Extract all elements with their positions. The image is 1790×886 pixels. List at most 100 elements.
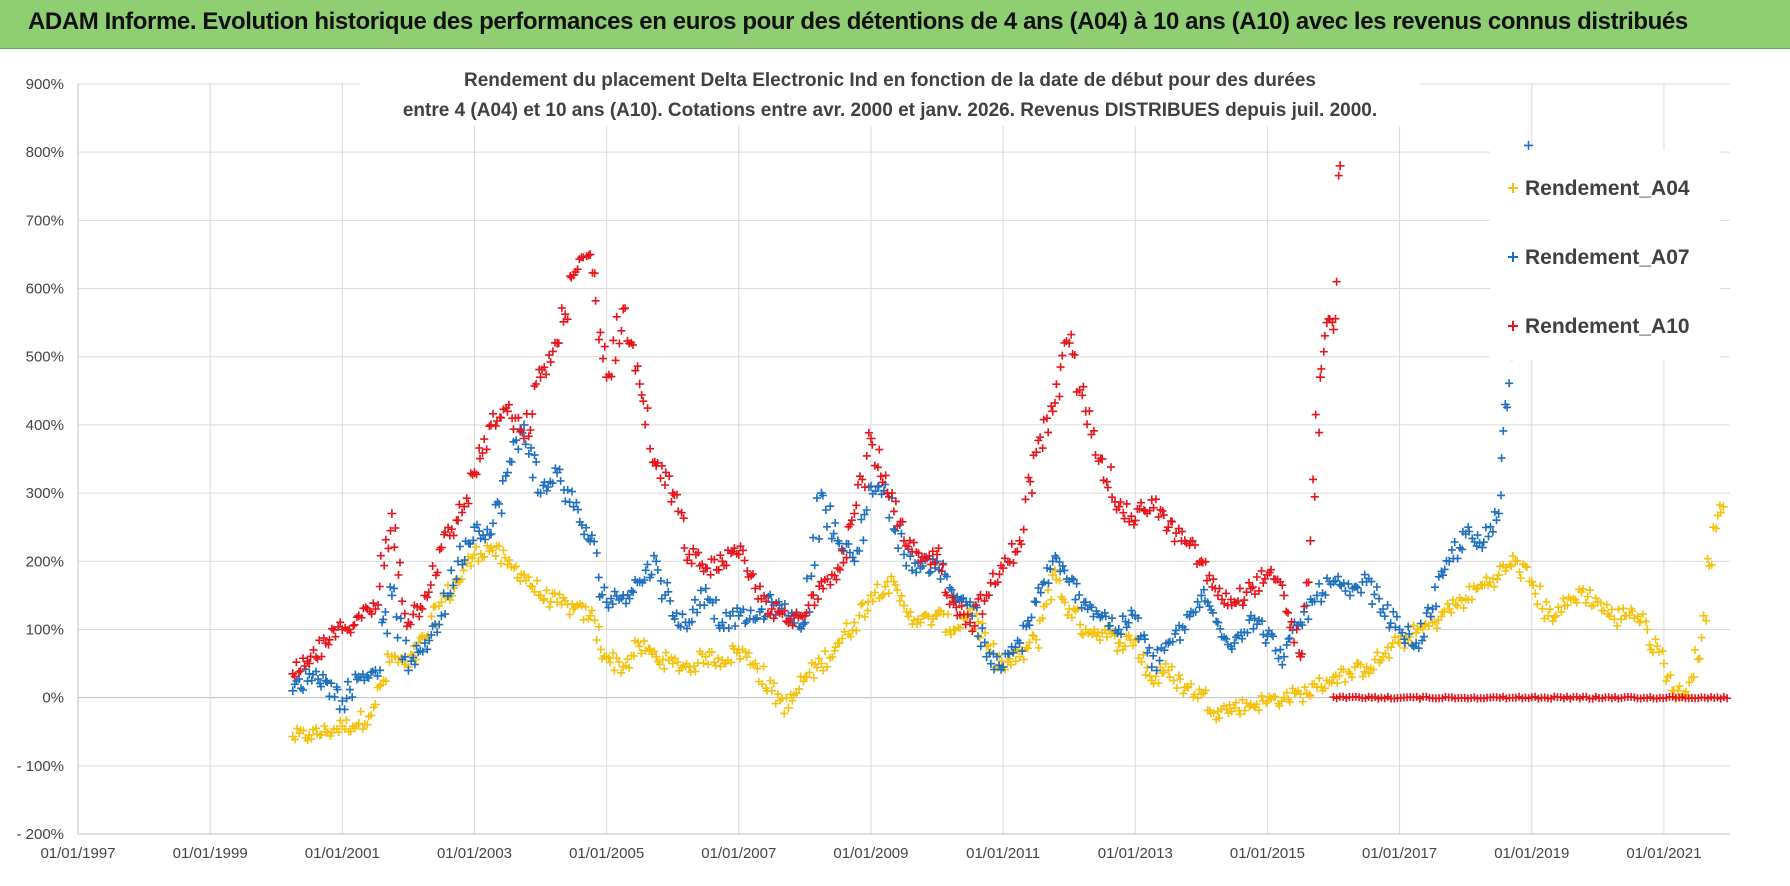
data-point [1005,558,1014,567]
data-point [540,363,549,372]
data-point [1353,583,1362,592]
data-point [1096,454,1105,463]
x-tick-label: 01/01/1997 [40,845,115,862]
data-point [1437,612,1446,621]
data-point [608,600,617,608]
data-point [1176,675,1185,684]
data-point [1222,705,1231,714]
data-point [925,568,934,577]
data-point [1422,609,1431,617]
data-point [1685,678,1694,687]
data-point [1391,623,1400,632]
data-point [1252,573,1261,581]
data-point [1155,656,1164,665]
data-point [1100,608,1109,617]
data-point [1083,420,1092,429]
data-point [1433,624,1441,633]
data-point [639,397,648,406]
data-point [385,658,394,667]
data-point [1440,565,1449,574]
data-point [319,634,328,643]
data-point [340,705,349,714]
data-point [336,618,345,627]
x-tick-label: 01/01/2007 [701,845,776,862]
data-point [993,652,1001,661]
data-point [889,507,898,516]
data-point [1193,597,1202,606]
data-point [595,335,603,344]
data-point [879,590,888,599]
data-point [1044,579,1053,588]
data-point [1245,578,1253,587]
data-point [369,599,378,608]
data-point [932,550,942,559]
data-point [742,653,751,662]
data-point [367,711,376,720]
data-point [390,584,398,593]
data-point [1501,567,1510,575]
data-point [1625,611,1634,620]
data-point [1073,604,1082,613]
data-point [1459,603,1468,612]
data-point [821,506,830,514]
data-point [668,488,678,498]
data-point [1707,560,1716,569]
data-point [1160,646,1169,655]
data-point [1034,644,1043,652]
x-tick-label: 01/01/2009 [833,845,908,862]
data-point [491,551,500,560]
data-point [1113,646,1122,655]
data-point [379,615,388,624]
data-point [563,485,572,494]
data-point [527,443,535,452]
data-point [1222,589,1231,598]
data-point [1278,581,1287,590]
data-point [542,370,551,379]
data-point [1508,551,1517,560]
data-point [475,444,484,452]
x-axis-ticks: 01/01/1997 01/01/1999 01/01/2001 01/01/2003… [40,845,1701,862]
grid-layer [77,83,1730,835]
legend-label: Rendement_A07 [1525,246,1690,269]
data-point [1058,351,1067,360]
data-point [1453,601,1462,610]
data-point [1386,619,1395,628]
data-point [542,586,551,595]
data-point [627,586,636,595]
data-point [1240,596,1249,605]
data-point [1158,507,1167,515]
data-point [1619,604,1628,613]
data-point [759,662,768,671]
data-point [1116,498,1125,506]
data-point [1056,567,1065,576]
data-point [452,575,461,584]
data-point [472,470,481,479]
data-point [1364,669,1373,678]
data-point [1162,526,1171,535]
data-point [400,609,409,618]
data-point [1195,685,1204,694]
legend-marker [1508,321,1518,331]
data-point [832,575,841,584]
data-point [1062,337,1071,345]
data-point [555,465,564,474]
data-point [647,570,656,579]
data-point [303,736,312,745]
data-point [591,296,600,305]
data-point [396,558,404,567]
data-point [599,354,607,363]
data-point [394,571,403,579]
data-point [1122,499,1131,508]
data-point [1538,604,1547,613]
data-point [788,696,797,705]
data-point [1465,527,1474,536]
data-point [337,696,347,706]
data-point [317,730,326,739]
data-point [1044,428,1053,437]
data-point [563,315,572,324]
header-banner: ADAM Informe. Evolution historique des p… [0,0,1790,49]
data-point [1434,572,1443,581]
data-point [300,662,309,670]
data-point [598,590,606,599]
data-point [1681,687,1690,696]
